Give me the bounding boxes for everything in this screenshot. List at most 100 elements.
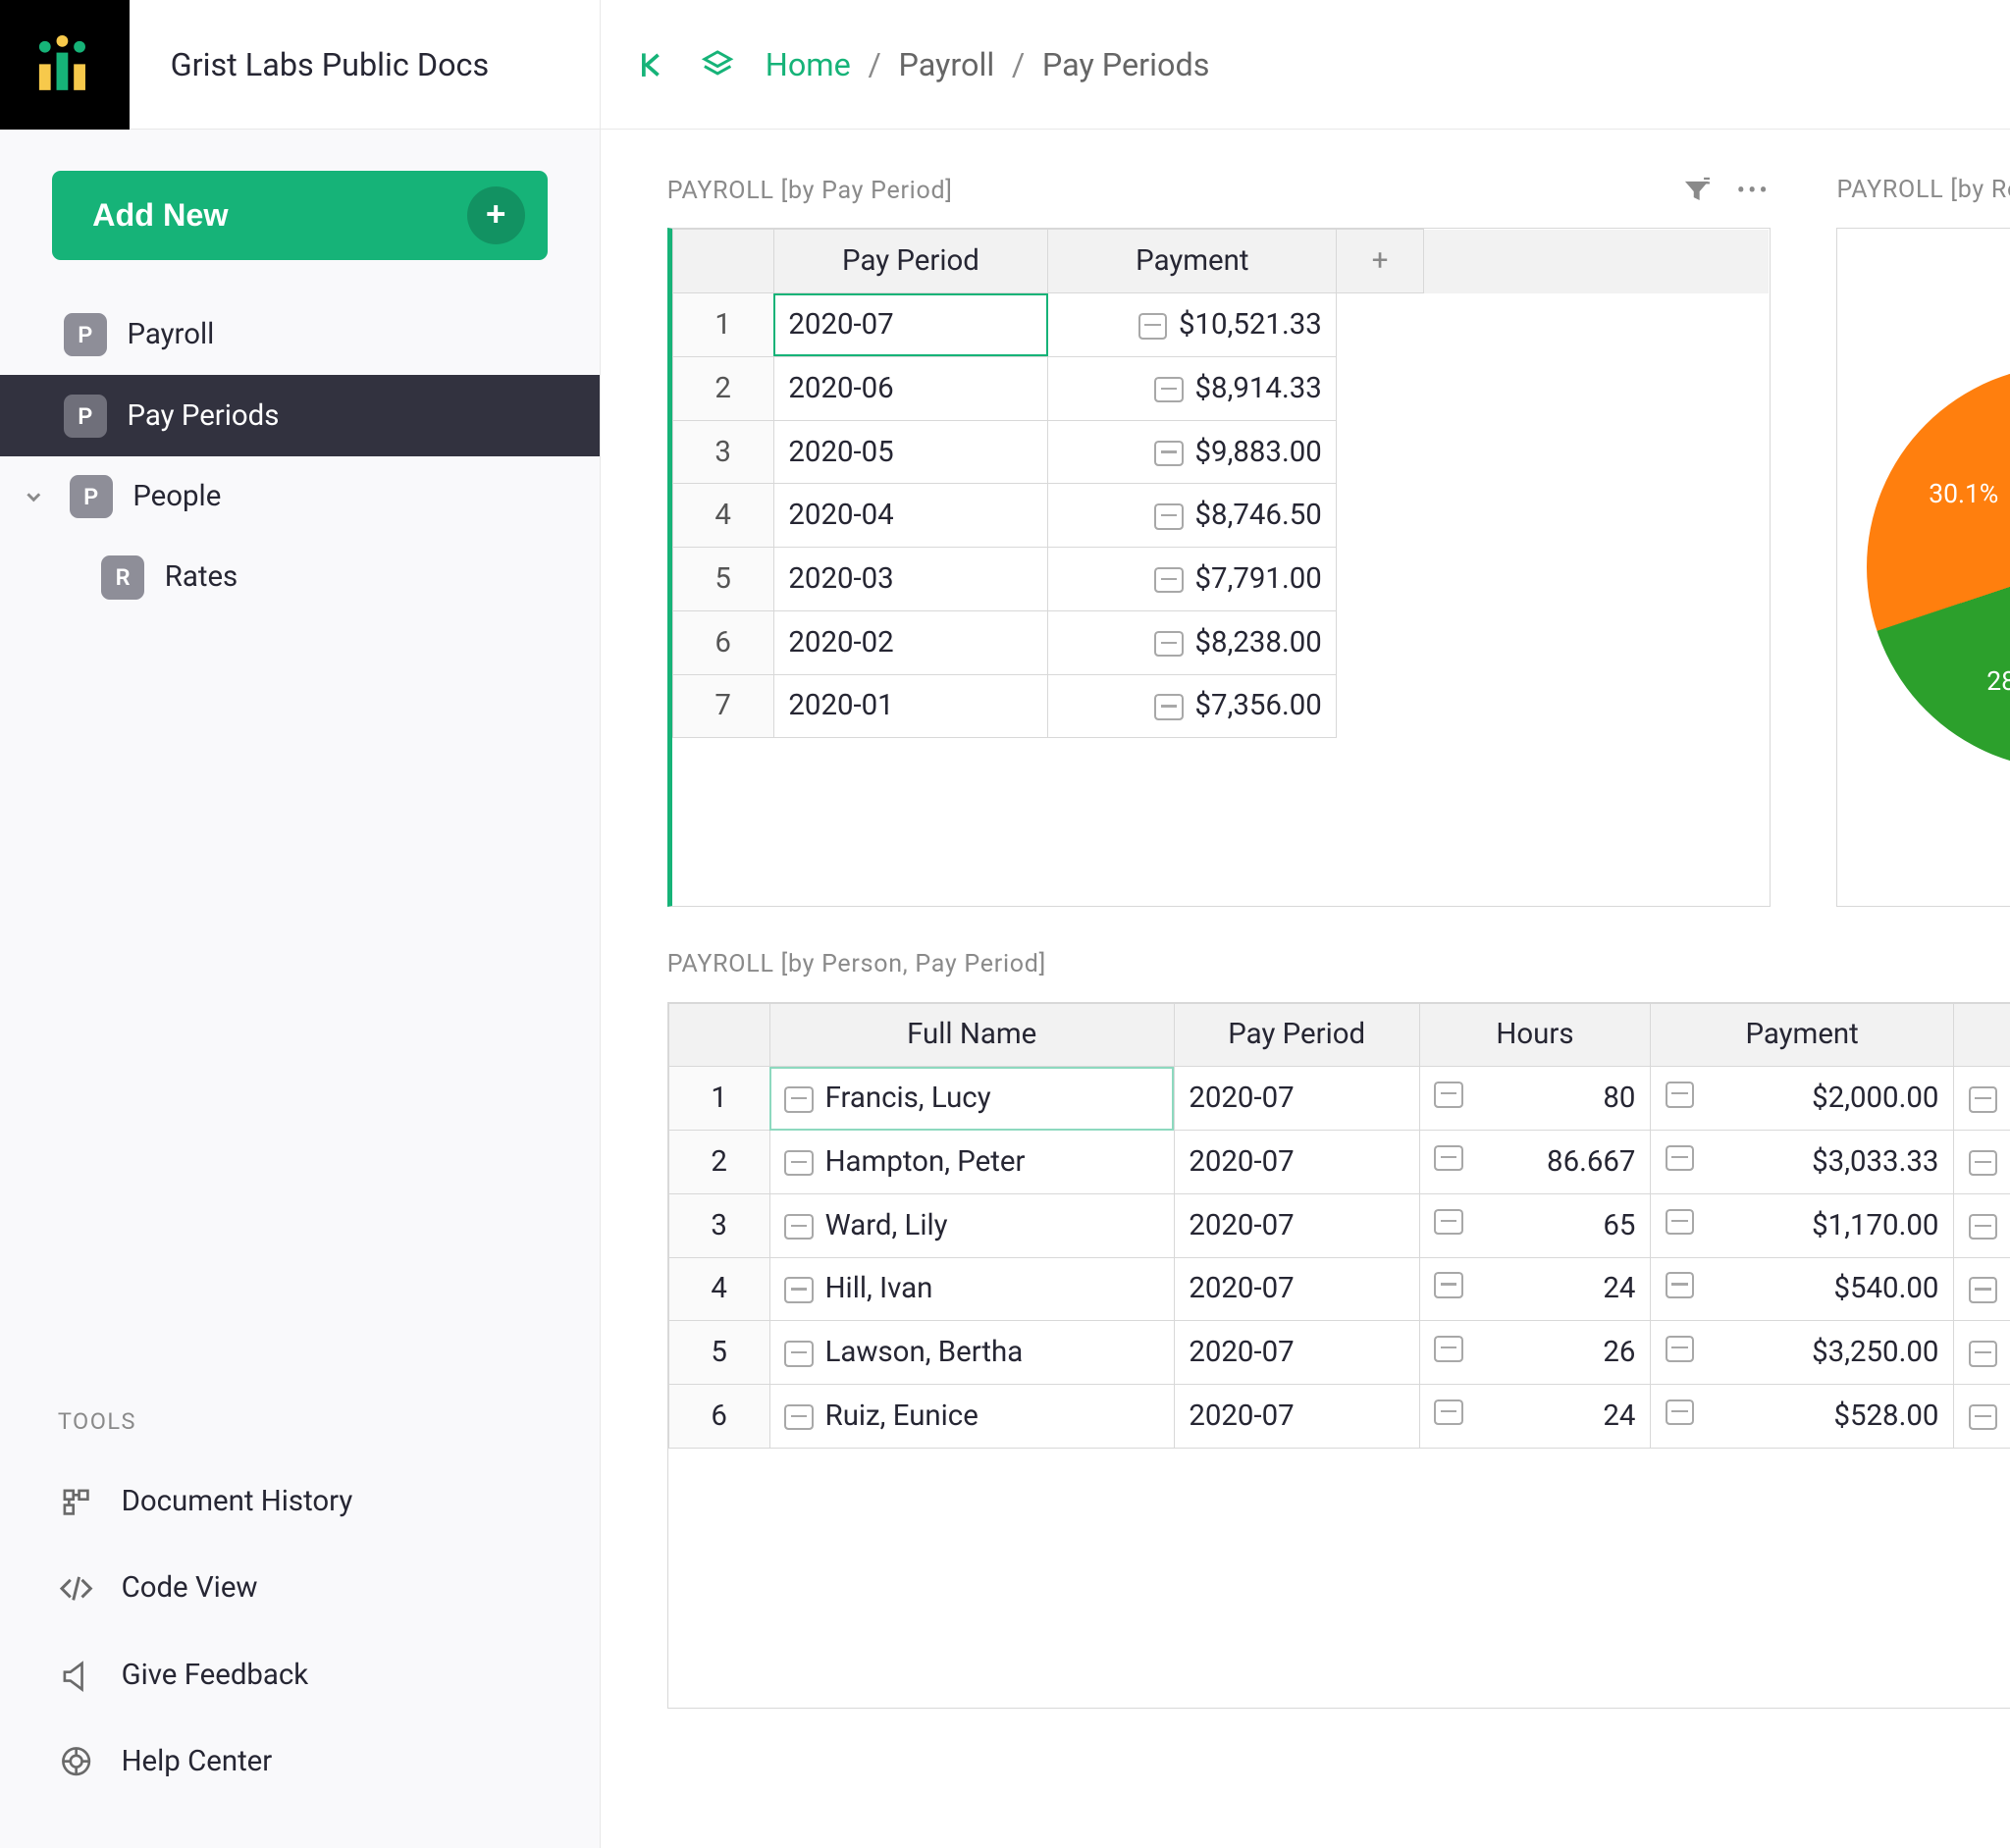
cell-pay-period[interactable]: 2020-02: [773, 610, 1048, 674]
add-column-button[interactable]: +: [1337, 230, 1423, 293]
chevron-down-icon: [18, 487, 49, 507]
filter-icon[interactable]: [1682, 176, 1711, 204]
cell-payment[interactable]: $3,033.33: [1651, 1131, 1954, 1194]
card-icon: [1969, 1277, 1997, 1302]
cell-full-name[interactable]: Hampton, Peter: [769, 1131, 1174, 1194]
cell-pay-period[interactable]: 2020-04: [773, 484, 1048, 548]
app-logo[interactable]: [0, 0, 130, 130]
table-row[interactable]: 62020-02$8,238.00: [672, 610, 1769, 674]
card-icon: [784, 1214, 813, 1240]
cell-pay-period[interactable]: 2020-01: [773, 674, 1048, 738]
column-header[interactable]: Dates: [1954, 1003, 2010, 1067]
cell-dates[interactable]: 7/3, 7/10, 7/24, 7/31: [1954, 1384, 2010, 1448]
sidebar-item-label: Pay Periods: [127, 399, 279, 433]
cell-hours[interactable]: 65: [1419, 1193, 1650, 1257]
breadcrumb-item[interactable]: Pay Periods: [1042, 46, 1210, 83]
sidebar-item-people[interactable]: PPeople: [0, 456, 600, 537]
cell-payment[interactable]: $8,914.33: [1048, 356, 1337, 420]
sidebar-item-payroll[interactable]: PPayroll: [0, 294, 600, 375]
cell-pay-period[interactable]: 2020-03: [773, 548, 1048, 611]
cell-pay-period[interactable]: 2020-07: [1174, 1384, 1419, 1448]
tool-help-center[interactable]: Help Center: [0, 1718, 600, 1805]
cell-full-name[interactable]: Ward, Lily: [769, 1193, 1174, 1257]
cell-pay-period[interactable]: 2020-07: [1174, 1321, 1419, 1385]
more-icon[interactable]: •••: [1737, 177, 1771, 205]
cell-payment[interactable]: $9,883.00: [1048, 420, 1337, 484]
cell-payment[interactable]: $528.00: [1651, 1384, 1954, 1448]
column-header[interactable]: Pay Period: [773, 230, 1048, 293]
panel-title: PAYROLL [by Pay Period]: [667, 177, 953, 205]
sidebar-item-pay-periods[interactable]: PPay Periods: [0, 375, 600, 455]
table-row[interactable]: 5Lawson, Bertha2020-0726$3,250.007/3, 7/…: [668, 1321, 2010, 1385]
cell-hours[interactable]: 86.667: [1419, 1131, 1650, 1194]
breadcrumb-item[interactable]: Payroll: [898, 46, 994, 83]
card-icon: [784, 1404, 813, 1430]
cell-full-name[interactable]: Ruiz, Eunice: [769, 1384, 1174, 1448]
table-row[interactable]: 4Hill, Ivan2020-0724$540.007/3, 7/17, 7/…: [668, 1257, 2010, 1321]
table-row[interactable]: 12020-07$10,521.33: [672, 293, 1769, 357]
tool-code-view[interactable]: Code View: [0, 1545, 600, 1631]
card-icon: [1154, 694, 1183, 719]
cell-pay-period[interactable]: 2020-06: [773, 356, 1048, 420]
table-row[interactable]: 22020-06$8,914.33: [672, 356, 1769, 420]
cell-full-name[interactable]: Francis, Lucy: [769, 1067, 1174, 1131]
pie-slice-label: 28.8%: [1986, 666, 2010, 697]
tool-document-history[interactable]: Document History: [0, 1458, 600, 1545]
cell-dates[interactable]: 7/1-7/31: [1954, 1131, 2010, 1194]
table-row[interactable]: 52020-03$7,791.00: [672, 548, 1769, 611]
cell-payment[interactable]: $2,000.00: [1651, 1067, 1954, 1131]
collapse-sidebar-icon[interactable]: [638, 49, 669, 80]
breadcrumb-home[interactable]: Home: [766, 46, 851, 83]
cell-dates[interactable]: 7/3, 7/17, 7/24, 7/31: [1954, 1257, 2010, 1321]
table-row[interactable]: 72020-01$7,356.00: [672, 674, 1769, 738]
column-header[interactable]: Full Name: [769, 1003, 1174, 1067]
cell-dates[interactable]: 7/1-7/31: [1954, 1067, 2010, 1131]
sidebar-item-label: People: [132, 480, 221, 513]
cell-pay-period[interactable]: 2020-07: [773, 293, 1048, 357]
cell-payment[interactable]: $1,170.00: [1651, 1193, 1954, 1257]
table-row[interactable]: 2Hampton, Peter2020-0786.667$3,033.337/1…: [668, 1131, 2010, 1194]
cell-payment[interactable]: $10,521.33: [1048, 293, 1337, 357]
column-header[interactable]: Payment: [1048, 230, 1337, 293]
cell-pay-period[interactable]: 2020-07: [1174, 1193, 1419, 1257]
cell-pay-period[interactable]: 2020-07: [1174, 1131, 1419, 1194]
cell-full-name[interactable]: Lawson, Bertha: [769, 1321, 1174, 1385]
table-row[interactable]: 3Ward, Lily2020-0765$1,170.007/1-7/31: [668, 1193, 2010, 1257]
cell-hours[interactable]: 24: [1419, 1384, 1650, 1448]
cell-payment[interactable]: $7,356.00: [1048, 674, 1337, 738]
page-letter-icon: P: [64, 313, 107, 356]
cell-payment[interactable]: $7,791.00: [1048, 548, 1337, 611]
card-icon: [1154, 441, 1183, 466]
cell-dates[interactable]: 7/1-7/31: [1954, 1193, 2010, 1257]
column-header[interactable]: Hours: [1419, 1003, 1650, 1067]
cell-hours[interactable]: 80: [1419, 1067, 1650, 1131]
tool-give-feedback[interactable]: Give Feedback: [0, 1632, 600, 1718]
column-header[interactable]: Pay Period: [1174, 1003, 1419, 1067]
cell-full-name[interactable]: Hill, Ivan: [769, 1257, 1174, 1321]
cell-payment[interactable]: $3,250.00: [1651, 1321, 1954, 1385]
sidebar-item-rates[interactable]: RRates: [0, 537, 600, 617]
pages-icon[interactable]: [699, 46, 736, 83]
table-row[interactable]: 32020-05$9,883.00: [672, 420, 1769, 484]
cell-payment[interactable]: $8,746.50: [1048, 484, 1337, 548]
card-icon: [1969, 1404, 1997, 1430]
card-icon: [1666, 1145, 1694, 1171]
document-title[interactable]: Grist Labs Public Docs: [130, 46, 489, 83]
cell-payment[interactable]: $8,238.00: [1048, 610, 1337, 674]
pie-slice-label: 30.1%: [1929, 479, 1998, 509]
cell-pay-period[interactable]: 2020-07: [1174, 1067, 1419, 1131]
cell-payment[interactable]: $540.00: [1651, 1257, 1954, 1321]
table-row[interactable]: 6Ruiz, Eunice2020-0724$528.007/3, 7/10, …: [668, 1384, 2010, 1448]
card-icon: [1666, 1336, 1694, 1361]
cell-pay-period[interactable]: 2020-07: [1174, 1257, 1419, 1321]
cell-pay-period[interactable]: 2020-05: [773, 420, 1048, 484]
cell-dates[interactable]: 7/3, 7/17, 7/24, 7/31: [1954, 1321, 2010, 1385]
card-icon: [1138, 313, 1167, 339]
cell-hours[interactable]: 24: [1419, 1257, 1650, 1321]
table-row[interactable]: 1Francis, Lucy2020-0780$2,000.007/1-7/31: [668, 1067, 2010, 1131]
column-header[interactable]: Payment: [1651, 1003, 1954, 1067]
card-icon: [1969, 1086, 1997, 1112]
add-new-button[interactable]: Add New +: [52, 171, 548, 260]
table-row[interactable]: 42020-04$8,746.50: [672, 484, 1769, 548]
cell-hours[interactable]: 26: [1419, 1321, 1650, 1385]
